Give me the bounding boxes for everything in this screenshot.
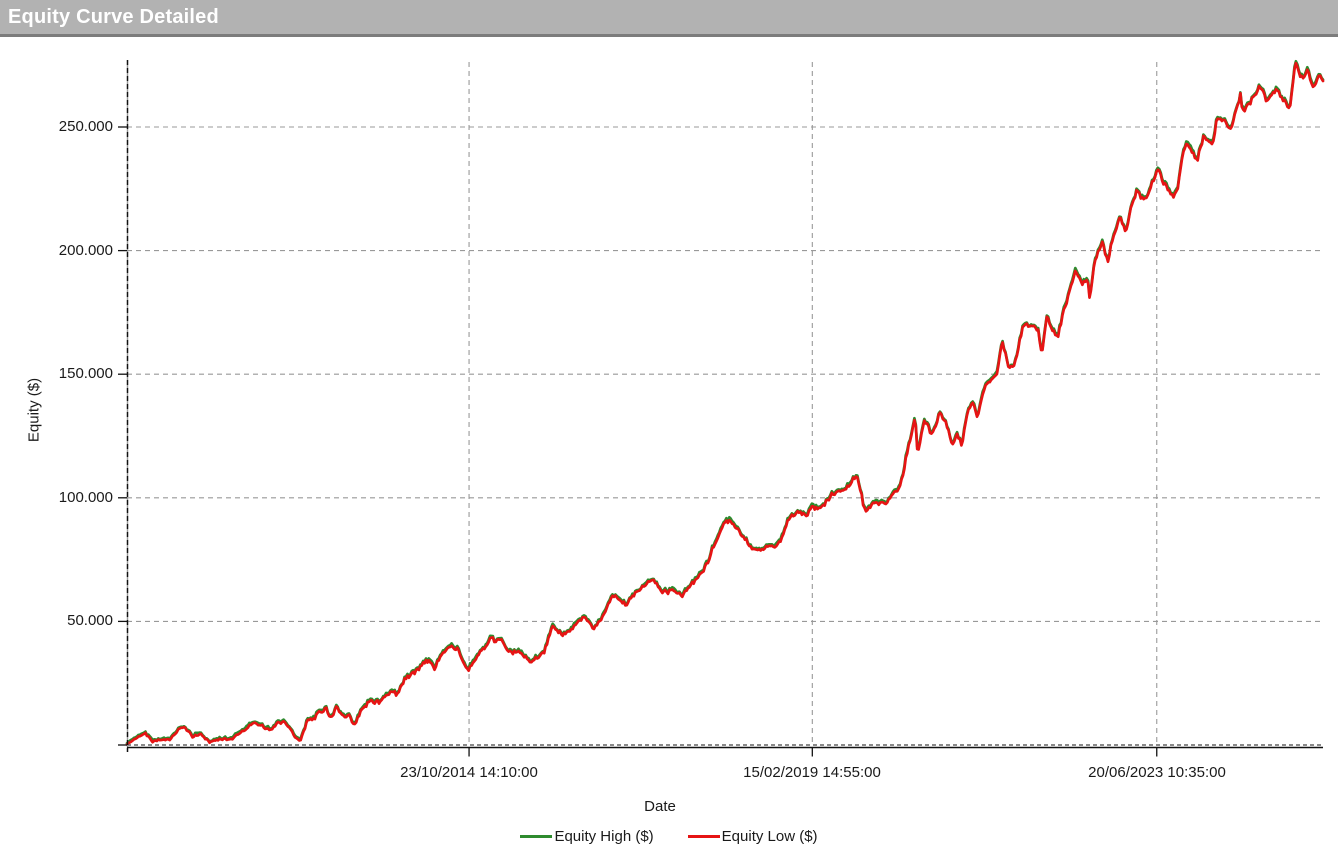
legend-item: Equity High ($) (520, 827, 654, 845)
chart-legend: Equity High ($) Equity Low ($) (0, 824, 1338, 848)
legend-line-swatch (687, 834, 720, 838)
y-tick-label: 150.000 (58, 365, 113, 382)
y-tick-label: 50.000 (67, 612, 113, 629)
y-axis-title: Equity ($) (25, 377, 43, 443)
legend-line-swatch (520, 834, 553, 838)
equity-curve-chart: 50.000 100.000 150.000 200.000 250.000 23/10… (0, 40, 1338, 850)
legend-label: Equity High ($) (554, 827, 654, 845)
y-tick-label: 200.000 (58, 242, 113, 259)
x-tick-label: 23/10/2014 14:10:00 (400, 764, 538, 781)
legend-item: Equity Low ($) (687, 827, 818, 845)
window-title: Equity Curve Detailed (8, 5, 219, 28)
window-title-bar[interactable]: Equity Curve Detailed (0, 0, 1338, 37)
x-axis-title: Date (644, 798, 676, 815)
x-tick-label: 20/06/2023 10:35:00 (1088, 764, 1226, 781)
chart-plot-area (118, 59, 1325, 757)
y-tick-label: 250.000 (58, 118, 113, 135)
y-tick-label: 100.000 (58, 489, 113, 506)
x-tick-label: 15/02/2019 14:55:00 (743, 764, 881, 781)
legend-label: Equity Low ($) (721, 827, 818, 845)
